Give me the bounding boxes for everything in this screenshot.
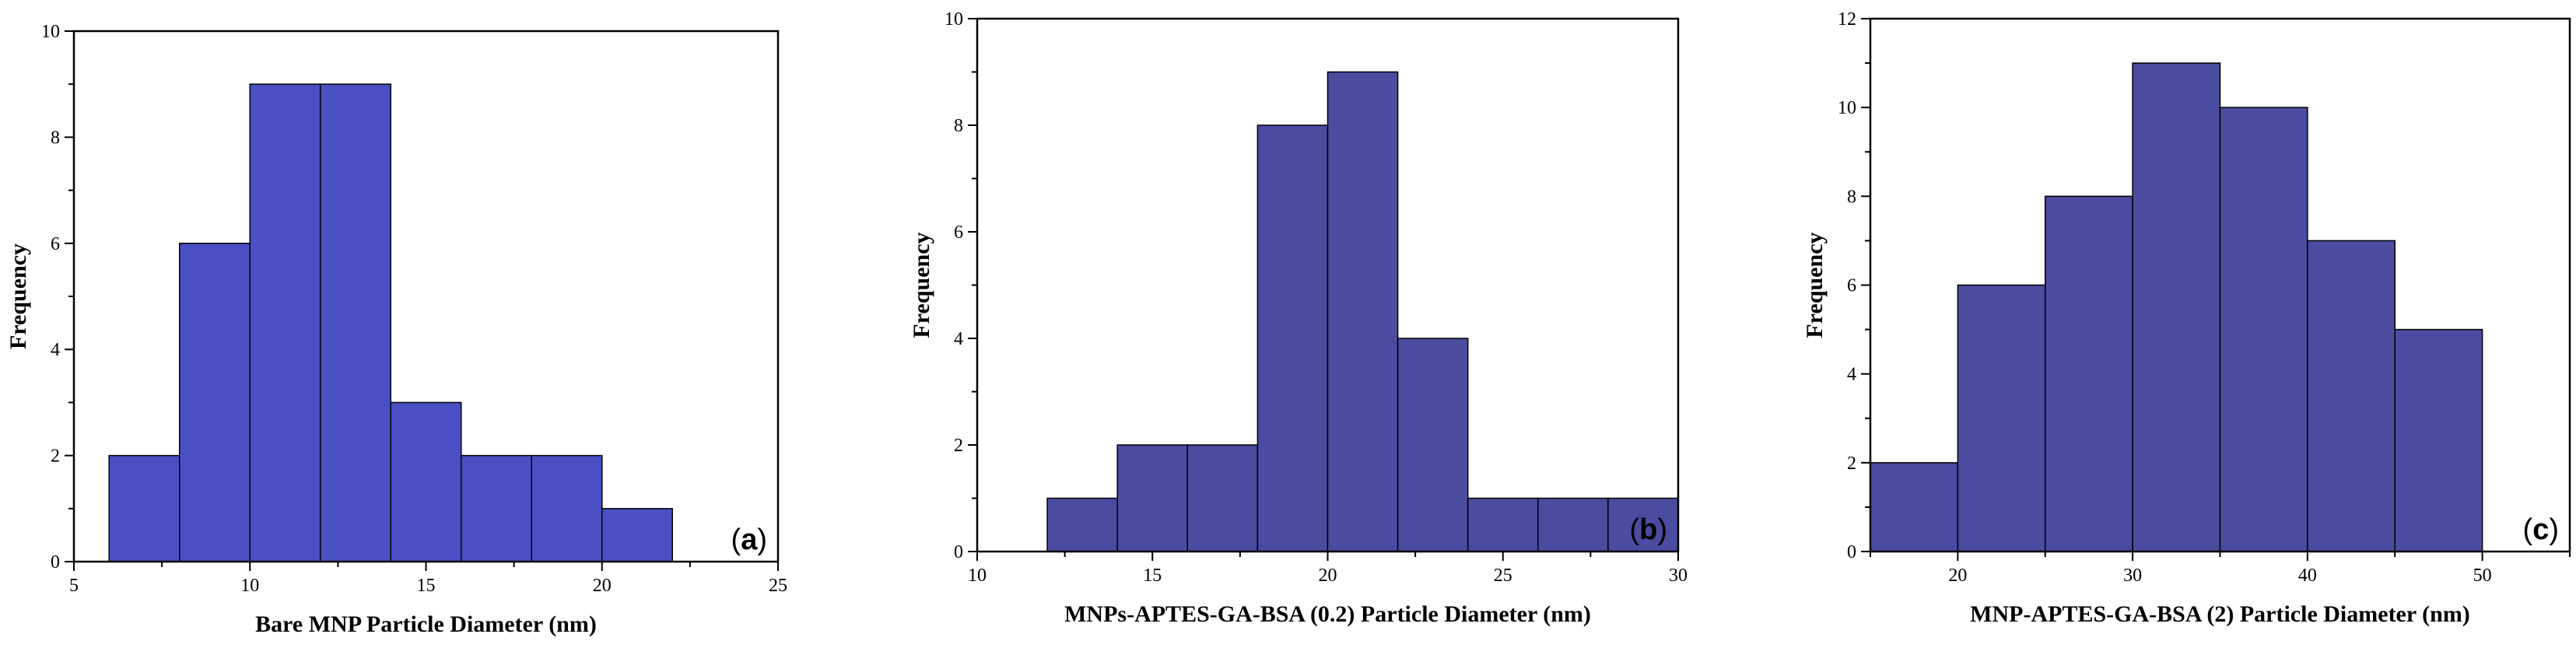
- histogram-bar: [179, 243, 251, 562]
- histogram-bar: [320, 83, 391, 562]
- histogram-bar: [2045, 195, 2133, 552]
- x-tick-label: 20: [1948, 566, 1967, 586]
- panel-label: (a): [731, 524, 767, 556]
- y-tick-label: 6: [51, 234, 60, 254]
- histogram-bar: [2394, 328, 2483, 552]
- x-tick-label: 25: [769, 576, 787, 596]
- y-tick-label: 12: [1838, 9, 1856, 30]
- histogram-bar: [1537, 497, 1609, 552]
- x-tick-label: 50: [2473, 566, 2492, 586]
- histogram-bar: [2307, 240, 2396, 552]
- y-tick-label: 4: [51, 340, 60, 360]
- histogram-bar: [108, 454, 180, 562]
- y-tick-label: 10: [945, 9, 963, 30]
- y-axis-title: Frequency: [1802, 232, 1828, 338]
- histogram-bar: [249, 83, 321, 562]
- x-tick-label: 5: [69, 576, 79, 596]
- panel-label: (c): [2523, 513, 2559, 546]
- x-tick-label: 40: [2298, 566, 2317, 586]
- histogram-bar: [1256, 124, 1329, 552]
- histogram-bar: [390, 401, 462, 562]
- y-tick-label: 10: [1838, 98, 1856, 118]
- histogram-bar: [1046, 497, 1118, 552]
- x-tick-label: 10: [240, 576, 259, 596]
- y-tick-label: 6: [954, 222, 963, 243]
- y-tick-label: 0: [954, 542, 963, 562]
- histogram-bar: [1607, 497, 1679, 552]
- x-axis-title: MNP-APTES-GA-BSA (2) Particle Diameter (…: [1970, 601, 2470, 627]
- y-axis-title: Frequency: [909, 232, 934, 338]
- x-tick-label: 20: [1319, 566, 1337, 586]
- y-tick-label: 4: [954, 329, 963, 349]
- chart-panel-a: 5 10 15 20 25 0 2 4 6 8 10 Bare MNP Particle Diamet…: [5, 22, 787, 637]
- y-axis-title: Frequency: [5, 243, 31, 349]
- y-tick-label: 0: [51, 552, 60, 573]
- y-tick-label: 4: [1847, 365, 1856, 385]
- histogram-bar: [1116, 444, 1189, 552]
- x-tick-label: 10: [968, 566, 987, 586]
- y-tick-label: 8: [1847, 187, 1856, 207]
- histogram-bar: [2219, 107, 2308, 552]
- histogram-bar: [2132, 62, 2221, 552]
- histogram-bar: [1397, 338, 1469, 552]
- histogram-bar: [601, 508, 673, 562]
- y-tick-label: 10: [41, 22, 60, 42]
- histogram-bar: [1957, 284, 2046, 552]
- y-tick-label: 6: [1847, 276, 1856, 296]
- histogram-bar: [1870, 462, 1959, 552]
- x-tick-label: 15: [417, 576, 436, 596]
- y-tick-label: 2: [954, 436, 963, 456]
- histogram-bar: [1327, 71, 1399, 552]
- x-axis-title: Bare MNP Particle Diameter (nm): [255, 611, 597, 637]
- histogram-bar: [461, 454, 532, 562]
- x-tick-label: 15: [1143, 566, 1162, 586]
- y-tick-label: 8: [51, 128, 60, 148]
- chart-panel-c: 20 30 40 50 0 2 4 6 8 10 12 MNP-APTES-GA-BSA (2) Pa…: [1802, 9, 2571, 627]
- x-tick-label: 30: [1669, 566, 1688, 586]
- x-axis-title: MNPs-APTES-GA-BSA (0.2) Particle Diamete…: [1064, 601, 1591, 627]
- x-tick-label: 30: [2123, 566, 2142, 586]
- x-tick-label: 20: [593, 576, 612, 596]
- histogram-bar: [531, 454, 603, 562]
- chart-panel-b: 10 15 20 25 30 0 2 4 6 8 10 MNPs-APTES-GA-BSA (0.2)…: [909, 9, 1688, 627]
- y-tick-label: 2: [1847, 454, 1856, 474]
- x-tick-label: 25: [1494, 566, 1512, 586]
- histogram-bar: [1186, 444, 1259, 552]
- y-tick-label: 0: [1847, 542, 1856, 562]
- y-tick-label: 8: [954, 116, 963, 136]
- panel-label: (b): [1629, 513, 1667, 546]
- y-tick-label: 2: [51, 447, 60, 467]
- histogram-bar: [1467, 497, 1539, 552]
